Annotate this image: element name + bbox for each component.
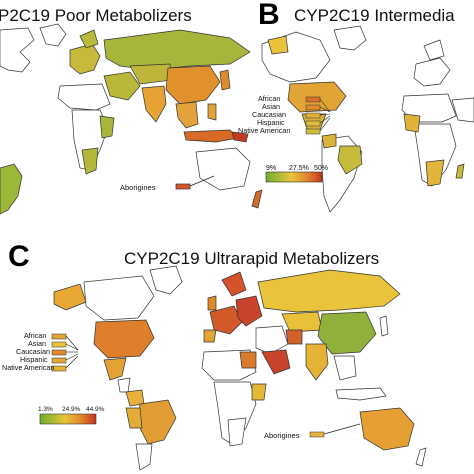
russia-region [257, 269, 401, 313]
australia-region [195, 147, 251, 191]
philippines-region [207, 103, 217, 121]
europe-region [69, 43, 101, 75]
scale-c-min: 1.3% [38, 406, 53, 413]
peru-region [125, 407, 143, 429]
scale-c-mid: 24.9% [62, 406, 81, 413]
color-scale-c [39, 413, 97, 425]
colombia-region [321, 133, 337, 149]
legend-b-asian: Asian [262, 102, 280, 111]
legend-b [305, 96, 331, 135]
aborigines-swatch-a [175, 183, 191, 190]
panel-a-title: P2C19 Poor Metabolizers [0, 6, 192, 25]
scale-b-mid: 27.5% [289, 165, 309, 172]
north-america-region [0, 27, 35, 73]
southeast-asia-region [333, 355, 357, 381]
new-zealand-region [415, 447, 427, 467]
western-europe-region [209, 305, 243, 335]
middle-east-region [103, 71, 141, 101]
eastern-europe-region [235, 295, 263, 327]
ethiopia-region [251, 383, 267, 401]
china-region [165, 65, 221, 105]
india-region [305, 343, 329, 381]
egypt-region [239, 351, 257, 369]
legend-c-hispanic: Hispanic [20, 355, 48, 364]
europe-region [413, 57, 451, 87]
legend-c-caucasian: Caucasian [16, 347, 50, 356]
brazil-region [337, 145, 363, 175]
legend-b-hispanic: Hispanic [257, 118, 285, 127]
legend-b-native-american: Native American [238, 126, 290, 135]
arabia-region [451, 97, 474, 123]
indonesia-region [335, 387, 387, 401]
greenland-region [149, 265, 183, 295]
central-asia-region [281, 311, 323, 333]
aborigines-swatch-c [309, 431, 325, 438]
color-scale-b [265, 171, 323, 183]
arabia-region [261, 349, 291, 375]
japan-region [379, 315, 389, 337]
japan-korea-region [219, 69, 231, 91]
legend-b-african: African [258, 94, 280, 103]
legend-c [51, 333, 79, 372]
australia-region [359, 407, 415, 451]
africa-south-region [227, 417, 247, 447]
central-america-region [117, 377, 131, 393]
africa-south-region [81, 147, 99, 175]
uk-region [207, 295, 217, 311]
panel-b-title: CYP2C19 Intermedia [294, 6, 455, 25]
china-region [317, 311, 377, 355]
panel-c-letter: C [8, 240, 30, 273]
india-region [141, 85, 167, 123]
panel-b-letter: B [258, 0, 280, 31]
africa-north-region [57, 83, 111, 111]
aborigines-label-c: Aborigines [264, 431, 300, 440]
alaska-region [53, 283, 87, 311]
map-panel-b [261, 25, 474, 213]
scandinavia-region [79, 29, 99, 49]
legend-b-caucasian: Caucasian [252, 110, 286, 119]
alaska-region [267, 35, 289, 55]
usa-region [93, 319, 155, 359]
legend-c-african: African [24, 331, 46, 340]
scale-b-min: 9% [266, 165, 276, 172]
mexico-region [103, 357, 127, 381]
new-zealand-region [251, 189, 263, 209]
iberia-region [203, 329, 217, 343]
scale-c-max: 44.9% [86, 406, 105, 413]
map-panel-c [53, 265, 427, 471]
scale-b-max: 50% [314, 165, 328, 172]
southeast-asia-region [175, 101, 199, 129]
africa-east-region [99, 115, 115, 139]
brazil-region [137, 399, 177, 445]
legend-c-native-american: Native American [2, 363, 54, 372]
scandinavia-region [221, 271, 247, 297]
greenland-region [39, 23, 67, 47]
greenland-region [333, 25, 367, 51]
indonesia-region [183, 129, 239, 143]
africa-south-region [425, 159, 445, 187]
russia-region [103, 29, 251, 71]
middle-east-region [255, 325, 289, 355]
argentina-region [135, 443, 153, 471]
madagascar-region [455, 163, 465, 179]
png-region [231, 131, 249, 143]
aborigines-label-a: Aborigines [120, 183, 156, 192]
panel-c-title: CYP2C19 Ultrarapid Metabolizers [124, 249, 380, 268]
iran-region [285, 329, 303, 345]
canada-region [83, 275, 155, 321]
legend-c-asian: Asian [28, 339, 46, 348]
africa-west-region [403, 113, 421, 133]
scandinavia-region [423, 39, 445, 61]
africa-north-region [401, 93, 457, 123]
map-panel-a [0, 23, 263, 215]
south-america-region [0, 163, 23, 215]
